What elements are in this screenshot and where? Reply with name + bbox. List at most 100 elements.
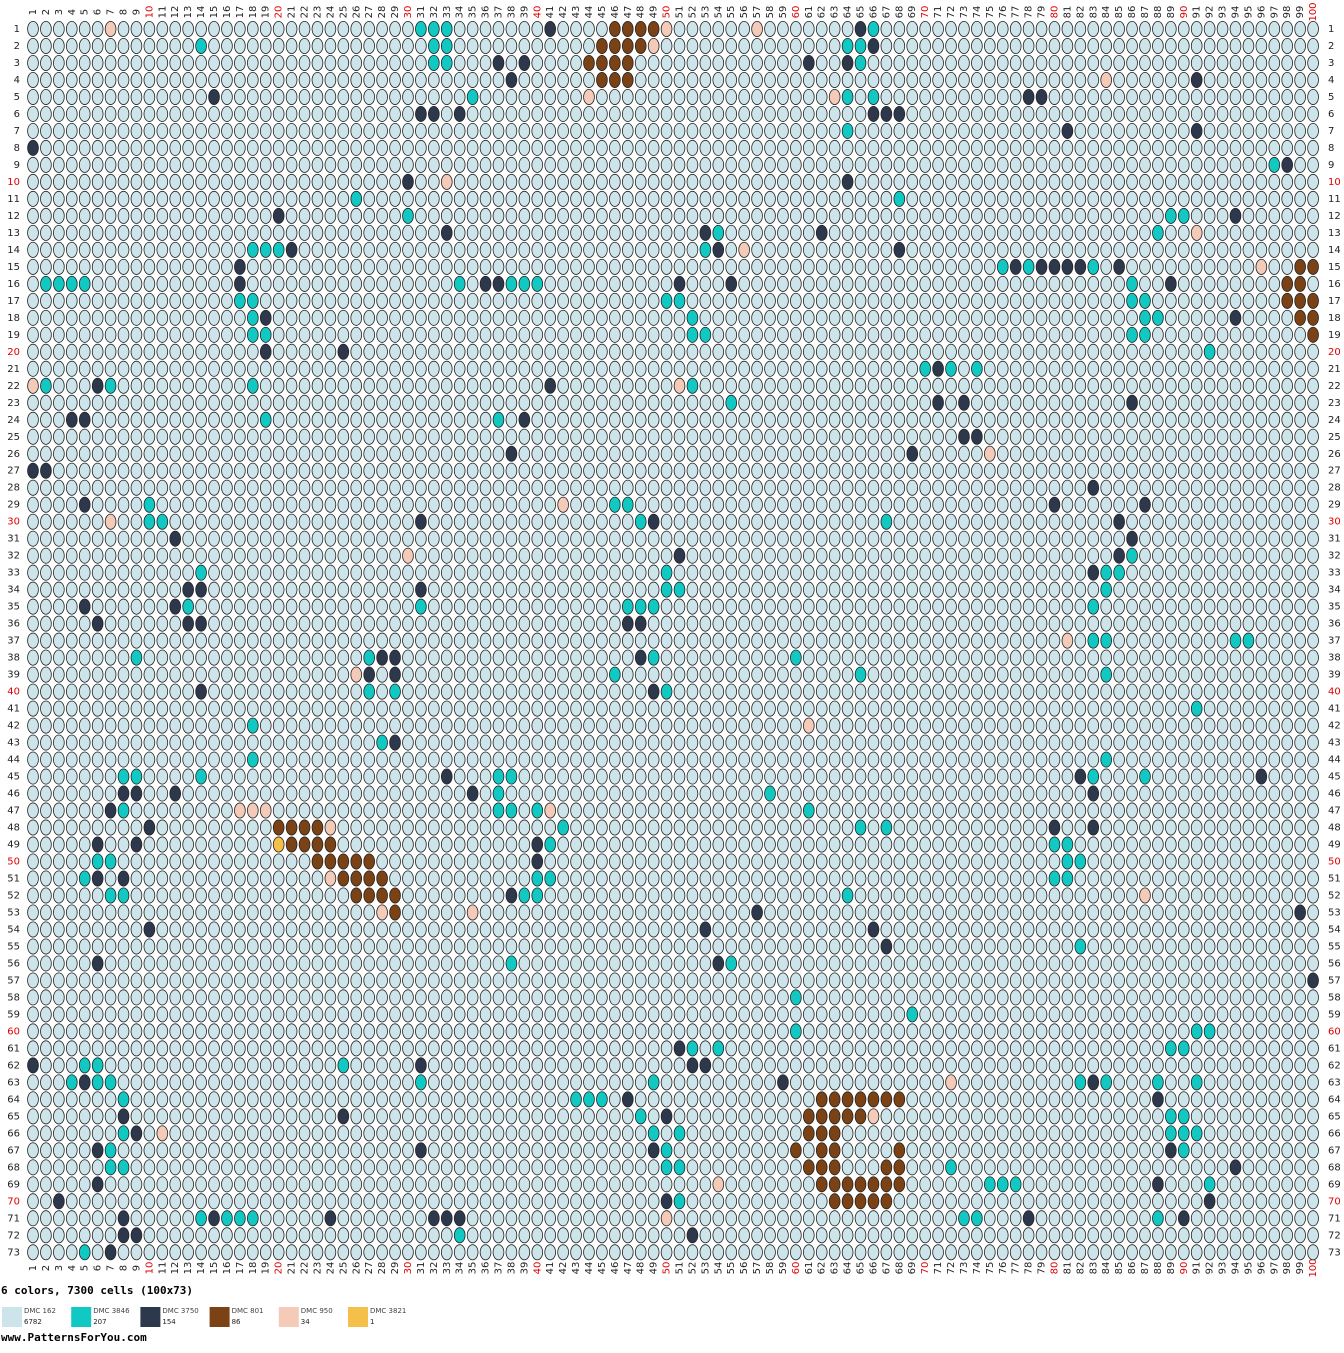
bead (27, 292, 39, 309)
bead (1242, 377, 1255, 394)
bead (557, 717, 569, 734)
bead (505, 139, 518, 156)
bead (415, 428, 427, 445)
bead (40, 666, 52, 683)
bead (130, 275, 143, 292)
bead (27, 224, 39, 241)
bead (984, 105, 996, 122)
row-label: 32 (1328, 551, 1341, 562)
bead (1074, 530, 1087, 547)
bead (1242, 20, 1255, 37)
bead (751, 564, 763, 581)
bead (389, 360, 401, 377)
bead (790, 224, 802, 241)
bead (764, 428, 776, 445)
bead (440, 564, 453, 581)
bead (1255, 54, 1268, 71)
bead (1139, 54, 1151, 71)
bead (91, 343, 104, 360)
bead (221, 394, 233, 411)
bead (880, 173, 893, 190)
column-label: 68 (894, 6, 905, 19)
bead (893, 462, 906, 479)
bead (958, 411, 970, 428)
bead (686, 581, 699, 598)
column-label: 34 (455, 1262, 466, 1275)
row-label: 37 (7, 636, 20, 647)
bead (1307, 258, 1319, 275)
bead (492, 241, 505, 258)
bead (854, 71, 867, 88)
bead (764, 700, 776, 717)
bead (518, 666, 531, 683)
bead (1165, 547, 1177, 564)
bead (27, 496, 39, 513)
bead (221, 343, 233, 360)
bead (363, 445, 375, 462)
bead (1294, 37, 1306, 54)
bead (40, 734, 52, 751)
bead (156, 717, 169, 734)
bead (802, 581, 815, 598)
bead (143, 190, 156, 207)
bead (699, 683, 712, 700)
bead (764, 207, 776, 224)
bead (1113, 632, 1125, 649)
bead (53, 445, 65, 462)
bead (389, 445, 401, 462)
bead (91, 71, 104, 88)
bead (570, 394, 582, 411)
bead (505, 700, 518, 717)
bead (1061, 683, 1074, 700)
bead (428, 564, 440, 581)
bead (596, 275, 608, 292)
bead (1255, 241, 1268, 258)
bead (1229, 224, 1242, 241)
bead (298, 496, 311, 513)
bead (1307, 54, 1319, 71)
bead (518, 785, 531, 802)
bead (712, 241, 725, 258)
bead (815, 768, 828, 785)
bead (479, 666, 492, 683)
bead (1100, 598, 1112, 615)
bead (609, 326, 621, 343)
bead (415, 462, 427, 479)
bead (1022, 275, 1035, 292)
bead (505, 649, 518, 666)
bead (492, 156, 505, 173)
bead (130, 581, 143, 598)
column-label: 6 (93, 1265, 104, 1271)
bead (195, 530, 207, 547)
bead (971, 360, 983, 377)
bead (208, 360, 220, 377)
bead (1190, 564, 1203, 581)
bead (65, 139, 78, 156)
bead (259, 360, 272, 377)
bead (65, 88, 78, 105)
bead (1294, 309, 1306, 326)
bead (259, 649, 272, 666)
bead (712, 88, 725, 105)
bead (880, 309, 893, 326)
bead (634, 105, 647, 122)
bead (647, 241, 660, 258)
bead (557, 411, 569, 428)
bead (311, 530, 324, 547)
bead (1229, 445, 1242, 462)
bead (609, 88, 621, 105)
bead (841, 666, 854, 683)
bead (828, 751, 841, 768)
bead (415, 343, 427, 360)
bead (1074, 360, 1087, 377)
bead (1100, 54, 1112, 71)
bead (479, 20, 492, 37)
bead (932, 785, 944, 802)
bead (324, 20, 337, 37)
column-label: 8 (119, 9, 130, 15)
bead (1113, 717, 1125, 734)
bead (1307, 326, 1319, 343)
bead (867, 207, 880, 224)
bead (1048, 326, 1061, 343)
bead (880, 207, 893, 224)
